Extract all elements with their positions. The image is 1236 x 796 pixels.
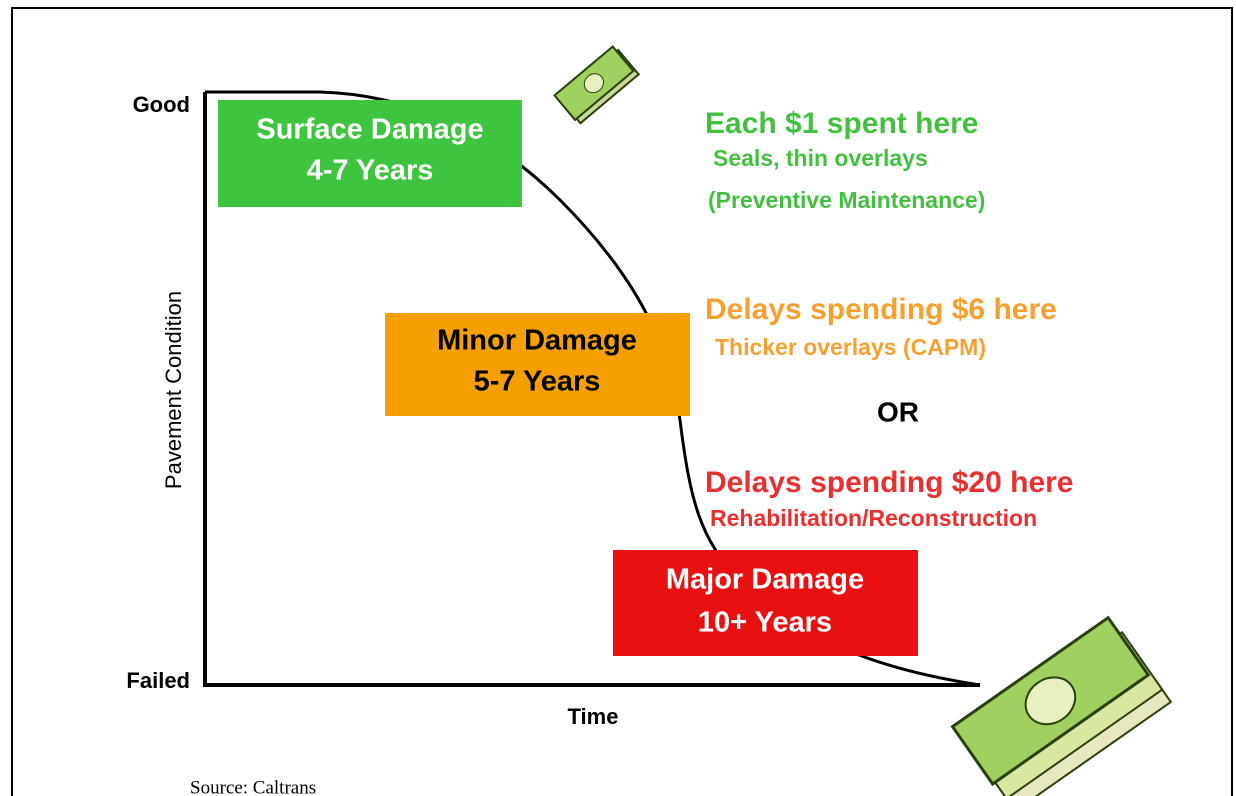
x-axis-label: Time bbox=[568, 704, 619, 729]
stage-title: Minor Damage bbox=[437, 325, 637, 357]
y-bottom-label: Failed bbox=[126, 668, 190, 693]
stage-title: Major Damage bbox=[666, 564, 864, 596]
money-icon-small bbox=[553, 45, 641, 125]
stage-title: Surface Damage bbox=[256, 114, 483, 146]
annotation-detail: (Preventive Maintenance) bbox=[708, 187, 985, 213]
stage-box bbox=[613, 550, 918, 656]
annotation-detail: Thicker overlays (CAPM) bbox=[715, 334, 986, 360]
stage-duration: 5-7 Years bbox=[474, 366, 601, 398]
frame bbox=[11, 7, 1233, 796]
stage-duration: 4-7 Years bbox=[307, 155, 434, 187]
y-top-label: Good bbox=[133, 92, 190, 117]
stage-duration: 10+ Years bbox=[698, 607, 832, 639]
annotation-headline: Delays spending $20 here bbox=[705, 466, 1074, 499]
annotation-headline: Each $1 spent here bbox=[705, 107, 978, 140]
source-note: Source: Caltrans bbox=[190, 777, 316, 796]
annotation-headline: Delays spending $6 here bbox=[705, 293, 1057, 326]
y-axis-label: Pavement Condition bbox=[161, 291, 186, 489]
annotation-detail: Seals, thin overlays bbox=[713, 145, 928, 171]
connector: OR bbox=[877, 396, 919, 427]
money-icon-large bbox=[950, 615, 1173, 796]
annotation-detail: Rehabilitation/Reconstruction bbox=[710, 505, 1037, 531]
stage-box bbox=[218, 100, 522, 207]
stage-box bbox=[385, 313, 690, 416]
